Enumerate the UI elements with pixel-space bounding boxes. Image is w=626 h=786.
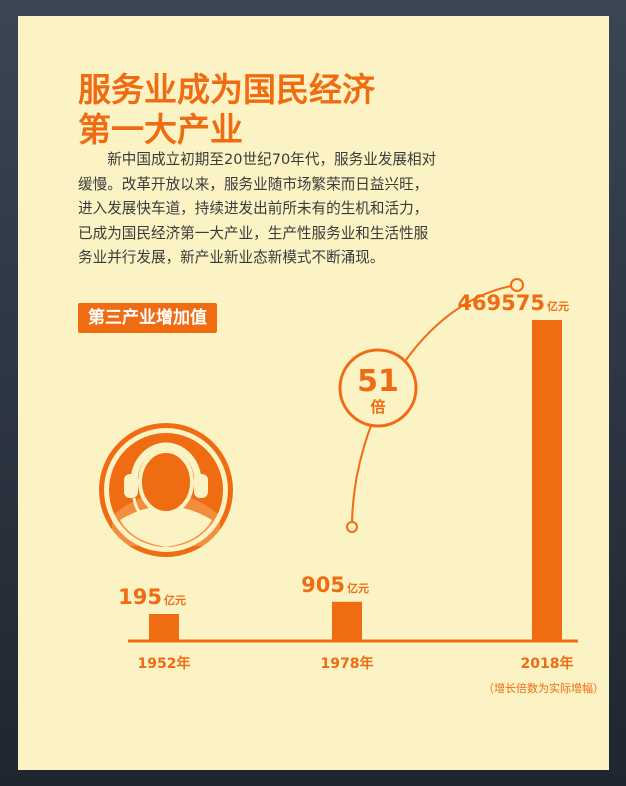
category-label-2: 2018年	[521, 655, 574, 672]
value-label-0: 195	[118, 585, 162, 609]
arc-end-dot	[510, 278, 524, 292]
value-unit-1: 亿元	[347, 581, 369, 595]
section-label: 第三产业增加值	[78, 303, 217, 333]
page-title: 服务业成为国民经济 第一大产业	[78, 70, 375, 150]
value-unit-2: 亿元	[547, 299, 569, 313]
infographic-poster	[18, 16, 609, 770]
multiplier-value: 51	[357, 364, 399, 399]
value-label-1: 905	[301, 573, 345, 597]
footnote: （增长倍数为实际增幅）	[483, 682, 604, 695]
arc-start-dot	[346, 521, 358, 533]
value-label-2: 469575	[457, 291, 545, 315]
intro-paragraph: 新中国成立初期至20世纪70年代，服务业发展相对缓慢。改革开放以来，服务业随市场…	[78, 151, 437, 266]
multiplier-badge: 51 倍	[338, 348, 418, 428]
bar-1	[332, 601, 362, 640]
value-unit-0: 亿元	[164, 593, 186, 607]
title-line-2: 第一大产业	[78, 110, 243, 149]
title-line-1: 服务业成为国民经济	[78, 70, 375, 109]
multiplier-unit: 倍	[370, 398, 385, 416]
bar-0	[149, 614, 179, 640]
category-label-1: 1978年	[321, 655, 374, 672]
headset-service-icon	[99, 423, 233, 557]
category-label-0: 1952年	[138, 655, 191, 672]
bar-2	[532, 320, 562, 640]
